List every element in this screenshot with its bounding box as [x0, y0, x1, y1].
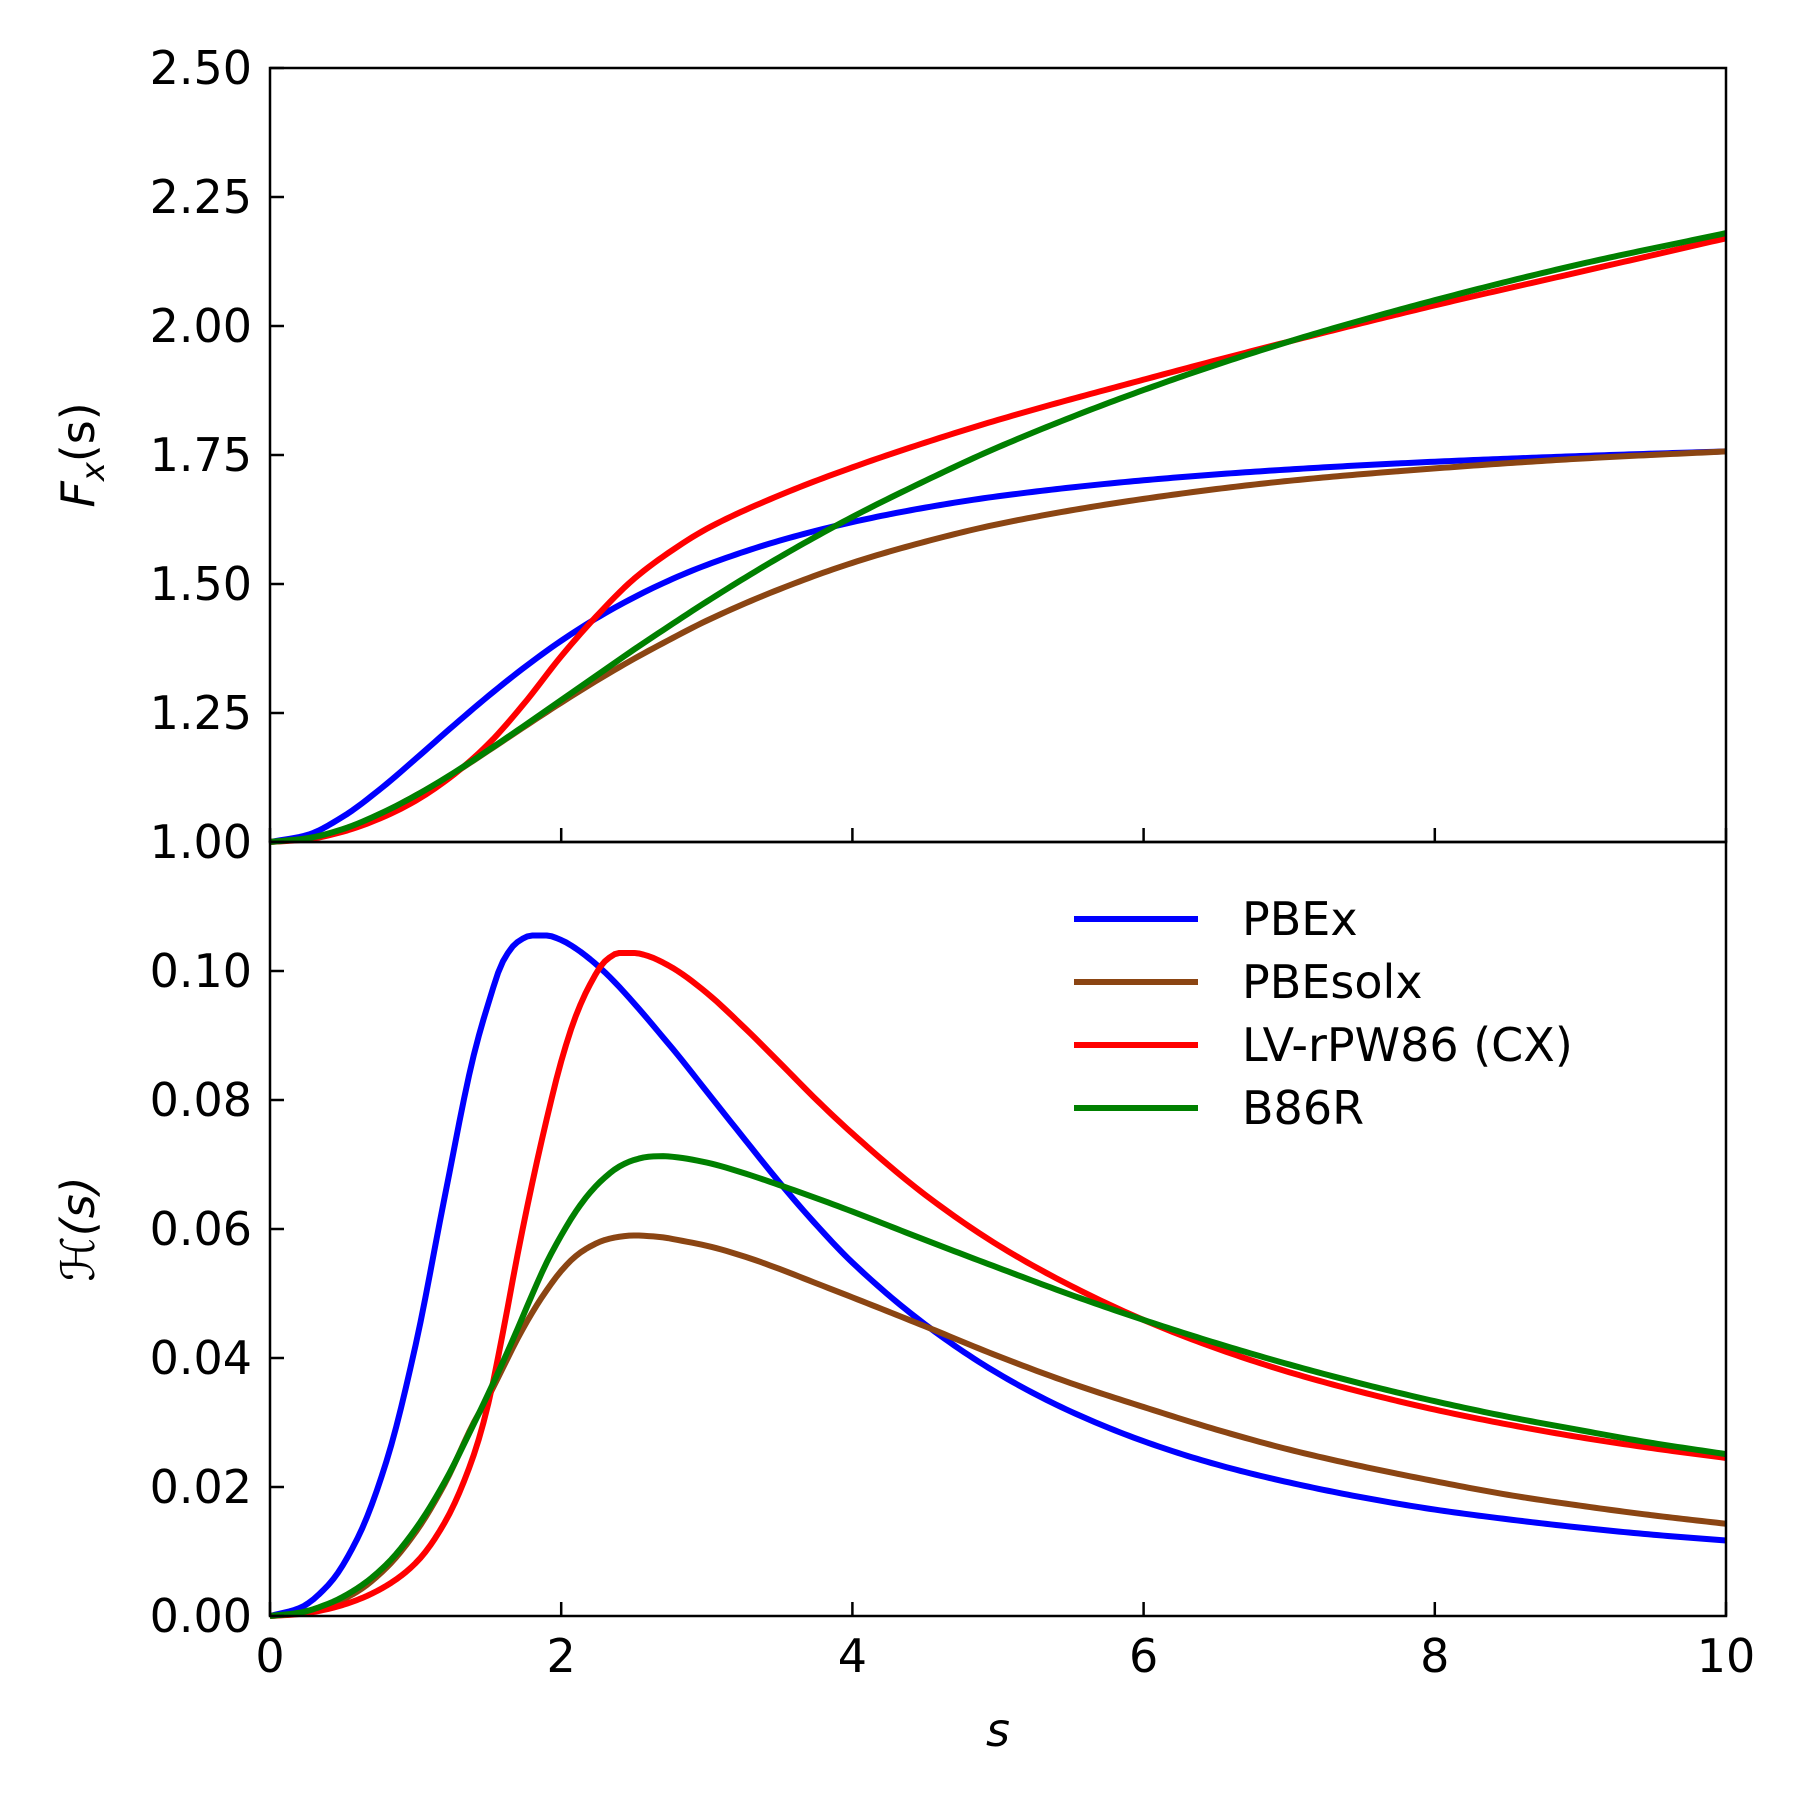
bottom-axes-frame [268, 840, 1728, 1618]
bottom-y-axis-label: ℋ(s) [51, 1176, 105, 1281]
bottom-y-ticks: 0.00 0.02 0.04 0.06 0.08 0.10 [150, 944, 284, 1643]
series-line-b86r-top [269, 230, 1727, 845]
series-line-lv-rpw86-cx-bottom [269, 949, 1727, 1619]
y-tick-label: 0.04 [150, 1331, 252, 1385]
legend-label-lv-rpw86: LV-rPW86 (CX) [1242, 1018, 1573, 1072]
y-tick-label: 0.02 [150, 1460, 252, 1514]
series-line-lv-rpw86-cx-top [269, 235, 1727, 845]
y-tick-label: 0.08 [150, 1073, 252, 1127]
y-tick-label: 1.00 [150, 815, 252, 869]
top-y-ticks: 1.00 1.25 1.50 1.75 2.00 2.25 2.50 [150, 41, 284, 869]
top-panel: 1.00 1.25 1.50 1.75 2.00 2.25 2.50 Fx(s) [51, 41, 1728, 869]
y-tick-label: 1.25 [150, 686, 252, 740]
bottom-x-ticks: 0 2 4 6 8 10 [255, 1602, 1755, 1683]
y-tick-label: 0.06 [150, 1202, 252, 1256]
x-tick-label: 2 [547, 1629, 576, 1683]
top-series-group [269, 230, 1727, 845]
y-tick-label: 0.10 [150, 944, 252, 998]
x-tick-label: 0 [255, 1629, 284, 1683]
legend-label-pbex: PBEx [1242, 892, 1358, 946]
y-tick-label: 2.25 [150, 170, 252, 224]
x-tick-label: 4 [838, 1629, 867, 1683]
series-line-pbex-bottom [269, 932, 1727, 1619]
y-tick-label: 2.50 [150, 41, 252, 95]
y-tick-label: 0.00 [150, 1589, 252, 1643]
x-tick-label: 6 [1129, 1629, 1158, 1683]
series-line-pbex-top [269, 448, 1727, 845]
y-tick-label: 1.50 [150, 557, 252, 611]
legend: PBEx PBEsolx LV-rPW86 (CX) B86R [1074, 892, 1573, 1135]
bottom-series-group [269, 932, 1727, 1619]
x-tick-label: 8 [1420, 1629, 1449, 1683]
legend-label-pbesolx: PBEsolx [1242, 955, 1422, 1009]
top-y-axis-label: Fx(s) [51, 402, 112, 507]
bottom-panel: 0.000.020.040.060.080.10 0 2 4 6 8 10 ℋ(s) s … [51, 840, 1755, 1757]
series-line-b86r-bottom [269, 1153, 1727, 1619]
series-line-pbesolx-bottom [269, 1232, 1727, 1619]
y-tick-label: 1.75 [150, 428, 252, 482]
legend-label-b86r: B86R [1242, 1081, 1364, 1135]
x-tick-label: 10 [1697, 1629, 1756, 1683]
y-tick-label: 2.00 [150, 299, 252, 353]
x-axis-label: s [986, 1703, 1010, 1757]
